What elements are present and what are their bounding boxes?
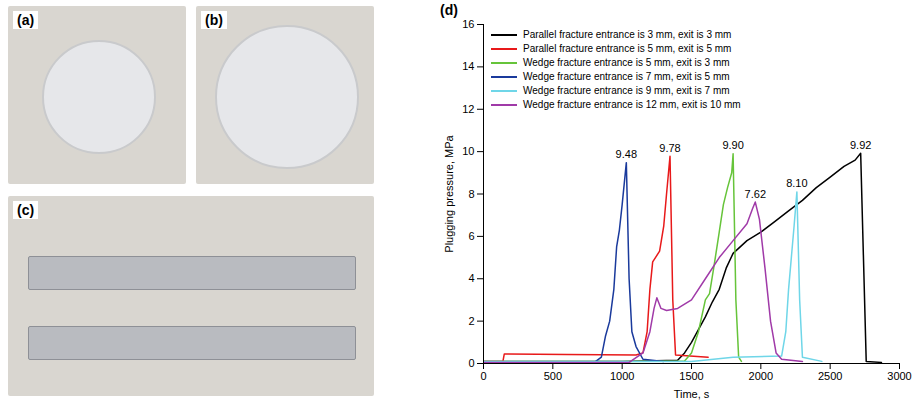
svg-text:1000: 1000: [610, 370, 634, 382]
svg-text:8.10: 8.10: [786, 177, 807, 189]
svg-text:4: 4: [468, 272, 474, 284]
html-text:(a): (a): [17, 12, 35, 28]
html-text:Parallel fracture entrance is: Parallel fracture entrance is 5 mm, exit…: [523, 43, 732, 54]
svg-text:7.62: 7.62: [745, 188, 766, 200]
svg-text:0: 0: [480, 370, 486, 382]
svg-text:6: 6: [468, 230, 474, 242]
svg-text:0: 0: [468, 357, 474, 369]
svg-text:1500: 1500: [679, 370, 703, 382]
svg-text:9.48: 9.48: [616, 148, 637, 160]
svg-text:500: 500: [544, 370, 562, 382]
svg-text:3000: 3000: [887, 370, 911, 382]
html-text:(c): (c): [17, 202, 35, 218]
svg-text:9.92: 9.92: [850, 139, 871, 151]
html-text:Wedge fracture entrance is 5 m: Wedge fracture entrance is 5 mm, exit is…: [523, 57, 730, 68]
svg-text:Plugging pressure, MPa: Plugging pressure, MPa: [443, 134, 455, 252]
svg-text:2: 2: [468, 315, 474, 327]
svg-text:9.78: 9.78: [659, 142, 680, 154]
html-text:(b): (b): [205, 12, 223, 28]
svg-text:12: 12: [462, 103, 474, 115]
html-text:(d): (d): [440, 2, 458, 18]
svg-text:14: 14: [462, 60, 474, 72]
html-text:Wedge fracture entrance is 12: Wedge fracture entrance is 12 mm, exit i…: [523, 99, 741, 110]
svg-text:8: 8: [468, 188, 474, 200]
svg-text:10: 10: [462, 145, 474, 157]
svg-text:Time, s: Time, s: [674, 388, 710, 400]
html-text:Wedge fracture entrance is 9 m: Wedge fracture entrance is 9 mm, exit is…: [523, 85, 730, 96]
html-text:Wedge fracture entrance is 7 m: Wedge fracture entrance is 7 mm, exit is…: [523, 71, 730, 82]
html-text:Parallel fracture entrance is: Parallel fracture entrance is 3 mm, exit…: [523, 29, 732, 40]
svg-text:9.90: 9.90: [722, 139, 743, 151]
svg-text:2000: 2000: [749, 370, 773, 382]
svg-text:2500: 2500: [818, 370, 842, 382]
svg-text:16: 16: [462, 18, 474, 30]
